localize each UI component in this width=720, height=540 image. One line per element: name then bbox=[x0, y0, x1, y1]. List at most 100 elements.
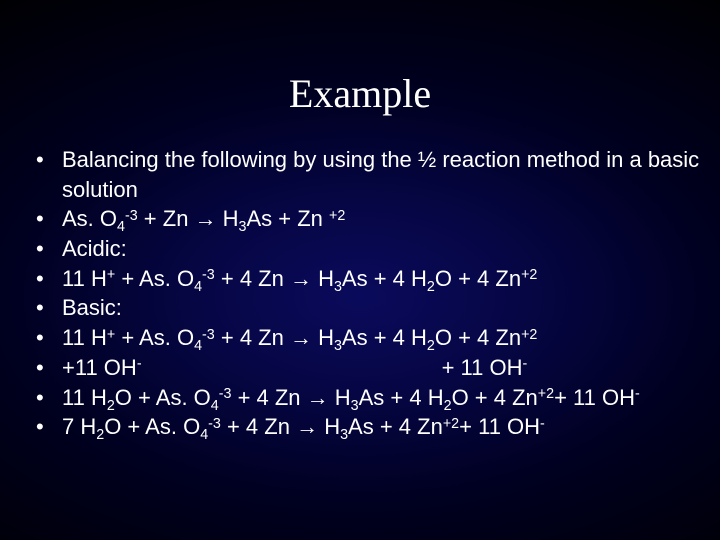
text-run: + 4 Zn bbox=[231, 385, 306, 410]
text-run: + 11 OH bbox=[442, 355, 523, 380]
text-run: As + 4 H bbox=[342, 325, 427, 350]
subscript: 4 bbox=[194, 338, 202, 354]
subscript: 3 bbox=[239, 219, 247, 235]
text-run: +11 OH bbox=[62, 355, 137, 380]
bullet-list: •Balancing the following by using the ½ … bbox=[34, 145, 700, 442]
bullet-icon: • bbox=[34, 204, 62, 234]
list-item: •Balancing the following by using the ½ … bbox=[34, 145, 700, 204]
subscript: 4 bbox=[117, 219, 125, 235]
subscript: 2 bbox=[96, 427, 104, 443]
subscript: 3 bbox=[334, 279, 342, 295]
list-item: •11 H2O + As. O4-3 + 4 Zn → H3As + 4 H2O… bbox=[34, 383, 700, 413]
list-item: •Acidic: bbox=[34, 234, 700, 264]
text-run: 11 H bbox=[62, 266, 107, 291]
list-item-text: As. O4-3 + Zn → H3As + Zn +2 bbox=[62, 204, 700, 234]
superscript: - bbox=[635, 386, 640, 402]
superscript: + bbox=[107, 327, 115, 343]
superscript: -3 bbox=[125, 208, 138, 224]
subscript: 2 bbox=[427, 279, 435, 295]
superscript: - bbox=[137, 356, 142, 372]
text-run: Basic: bbox=[62, 295, 122, 320]
list-item-text: 11 H2O + As. O4-3 + 4 Zn → H3As + 4 H2O … bbox=[62, 383, 700, 413]
text-run: H bbox=[318, 414, 340, 439]
text-run: + 11 OH bbox=[554, 385, 635, 410]
superscript: +2 bbox=[521, 267, 537, 283]
bullet-icon: • bbox=[34, 412, 62, 442]
superscript: -3 bbox=[202, 267, 215, 283]
subscript: 2 bbox=[427, 338, 435, 354]
text-run: 11 H bbox=[62, 385, 107, 410]
text-run: O + As. O bbox=[104, 414, 200, 439]
arrow-icon: → bbox=[290, 325, 312, 350]
superscript: - bbox=[523, 356, 528, 372]
list-item: •As. O4-3 + Zn → H3As + Zn +2 bbox=[34, 204, 700, 234]
list-item-text: Basic: bbox=[62, 293, 700, 323]
superscript: -3 bbox=[219, 386, 232, 402]
text-run: O + 4 Zn bbox=[435, 325, 521, 350]
text-run: + 4 Zn bbox=[215, 266, 290, 291]
superscript: +2 bbox=[521, 327, 537, 343]
text-run: 7 H bbox=[62, 414, 96, 439]
text-run: 11 H bbox=[62, 325, 107, 350]
list-item: •+11 OH-+ 11 OH- bbox=[34, 353, 700, 383]
bullet-icon: • bbox=[34, 293, 62, 323]
list-item-text: +11 OH-+ 11 OH- bbox=[62, 353, 700, 383]
text-run: H bbox=[312, 325, 334, 350]
superscript: -3 bbox=[202, 327, 215, 343]
subscript: 4 bbox=[200, 427, 208, 443]
text-run: H bbox=[329, 385, 351, 410]
slide: Example •Balancing the following by usin… bbox=[0, 0, 720, 540]
arrow-icon: → bbox=[307, 385, 329, 410]
text-run: + 4 Zn bbox=[215, 325, 290, 350]
subscript: 2 bbox=[107, 398, 115, 414]
list-item-text: 11 H+ + As. O4-3 + 4 Zn → H3As + 4 H2O +… bbox=[62, 323, 700, 353]
superscript: + bbox=[107, 267, 115, 283]
slide-content: •Balancing the following by using the ½ … bbox=[0, 145, 720, 442]
superscript: - bbox=[540, 416, 545, 432]
text-run: + 11 OH bbox=[459, 414, 540, 439]
text-run: As + Zn bbox=[247, 206, 330, 231]
arrow-icon: → bbox=[290, 266, 312, 291]
subscript: 3 bbox=[340, 427, 348, 443]
text-run: As + 4 Zn bbox=[348, 414, 443, 439]
text-run: Acidic: bbox=[62, 236, 127, 261]
subscript: 2 bbox=[444, 398, 452, 414]
list-item-text: 7 H2O + As. O4-3 + 4 Zn → H3As + 4 Zn+2+… bbox=[62, 412, 700, 442]
bullet-icon: • bbox=[34, 323, 62, 353]
text-run: As. O bbox=[62, 206, 117, 231]
text-run: + Zn bbox=[138, 206, 195, 231]
list-item-text: Balancing the following by using the ½ r… bbox=[62, 145, 700, 204]
bullet-icon: • bbox=[34, 353, 62, 383]
text-run: H bbox=[217, 206, 239, 231]
superscript: -3 bbox=[208, 416, 221, 432]
arrow-icon: → bbox=[195, 206, 217, 231]
text-run: Balancing the following by using the ½ r… bbox=[62, 147, 699, 202]
text-run: + 4 Zn bbox=[221, 414, 296, 439]
text-run: + As. O bbox=[115, 325, 194, 350]
text-run: O + 4 Zn bbox=[435, 266, 521, 291]
superscript: +2 bbox=[538, 386, 554, 402]
text-run: H bbox=[312, 266, 334, 291]
bullet-icon: • bbox=[34, 234, 62, 264]
list-item-text: Acidic: bbox=[62, 234, 700, 264]
superscript: +2 bbox=[443, 416, 459, 432]
bullet-icon: • bbox=[34, 383, 62, 413]
text-run: + As. O bbox=[115, 266, 194, 291]
text-run: O + As. O bbox=[115, 385, 211, 410]
list-item: •11 H+ + As. O4-3 + 4 Zn → H3As + 4 H2O … bbox=[34, 323, 700, 353]
list-item: •7 H2O + As. O4-3 + 4 Zn → H3As + 4 Zn+2… bbox=[34, 412, 700, 442]
list-item: •Basic: bbox=[34, 293, 700, 323]
text-run: As + 4 H bbox=[342, 266, 427, 291]
text-run: O + 4 Zn bbox=[452, 385, 538, 410]
arrow-icon: → bbox=[296, 414, 318, 439]
list-item-text: 11 H+ + As. O4-3 + 4 Zn → H3As + 4 H2O +… bbox=[62, 264, 700, 294]
superscript: +2 bbox=[329, 208, 345, 224]
text-run: As + 4 H bbox=[359, 385, 444, 410]
subscript: 3 bbox=[334, 338, 342, 354]
subscript: 4 bbox=[194, 279, 202, 295]
bullet-icon: • bbox=[34, 145, 62, 175]
subscript: 4 bbox=[211, 398, 219, 414]
slide-title: Example bbox=[0, 0, 720, 145]
bullet-icon: • bbox=[34, 264, 62, 294]
subscript: 3 bbox=[351, 398, 359, 414]
